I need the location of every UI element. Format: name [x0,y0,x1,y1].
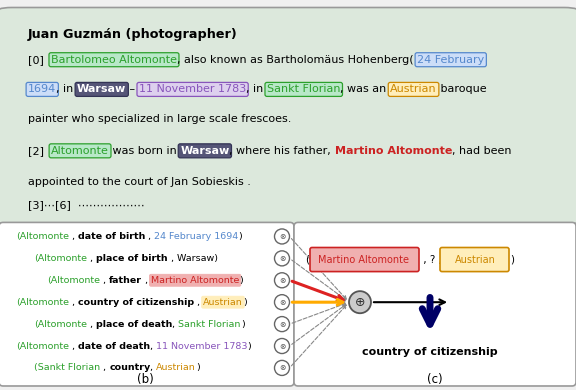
Text: painter who specialized in large scale frescoes.: painter who specialized in large scale f… [28,114,291,124]
Text: country of citizenship: country of citizenship [362,347,498,357]
Text: father: father [109,276,142,285]
Text: , was an: , was an [340,84,390,94]
Text: place of death: place of death [96,319,172,329]
Text: ,: , [87,319,96,329]
Text: , in: , in [56,84,77,94]
Text: ⊗: ⊗ [279,363,285,372]
Text: , also known as Bartholomäus Hohenberg(: , also known as Bartholomäus Hohenberg( [177,55,417,65]
Text: (Altomonte: (Altomonte [16,342,69,351]
Text: ,: , [100,276,109,285]
Text: Altomonte: Altomonte [51,146,109,156]
Text: was born in: was born in [109,146,180,156]
Text: ,: , [172,319,179,329]
Text: ⊗: ⊗ [279,342,285,351]
Text: appointed to the court of Jan Sobieskis .: appointed to the court of Jan Sobieskis … [28,177,251,186]
Text: ,: , [150,342,156,351]
Circle shape [275,251,290,266]
Circle shape [275,339,290,354]
Text: (Altomonte: (Altomonte [34,254,87,263]
Text: (Altomonte: (Altomonte [16,232,69,241]
Text: 1694: 1694 [28,84,56,94]
FancyBboxPatch shape [294,222,576,386]
Text: 24 February: 24 February [417,55,484,65]
Text: , in: , in [246,84,267,94]
Text: 11 November 1783: 11 November 1783 [156,342,248,351]
Text: ,: , [145,232,154,241]
Text: ): ) [196,363,200,372]
Text: Martino Altomonte: Martino Altomonte [335,146,452,156]
Text: ): ) [510,255,514,264]
Text: Bartolomeo Altomonte: Bartolomeo Altomonte [51,55,177,65]
Text: [2]: [2] [28,146,51,156]
Text: , where his father,: , where his father, [229,146,335,156]
Text: , Warsaw): , Warsaw) [168,254,218,263]
Text: ⊗: ⊗ [279,298,285,307]
Text: ⊗: ⊗ [279,276,285,285]
Circle shape [349,291,371,313]
Text: [0]: [0] [28,55,51,65]
Text: (c): (c) [427,373,443,386]
Text: Martino Altomonte: Martino Altomonte [319,255,410,264]
Text: ,: , [100,363,109,372]
Text: (a): (a) [280,231,296,244]
Text: ,: , [69,298,78,307]
Text: country: country [109,363,150,372]
Text: (b): (b) [137,373,153,386]
Text: ⊗: ⊗ [279,319,285,329]
Text: , ? ,: , ? , [420,255,442,264]
Text: place of birth: place of birth [96,254,168,263]
Text: country of citizenship: country of citizenship [78,298,194,307]
Text: date of birth: date of birth [78,232,145,241]
Text: ⊗: ⊗ [279,232,285,241]
Circle shape [275,295,290,310]
Text: (: ( [305,255,309,264]
Text: ,: , [87,254,96,263]
Text: ): ) [240,276,243,285]
Text: ): ) [241,319,244,329]
Text: ): ) [243,298,247,307]
Text: ⊗: ⊗ [279,254,285,263]
FancyBboxPatch shape [0,222,294,386]
Text: Martino Altomonte: Martino Altomonte [151,276,240,285]
Text: ,: , [150,363,156,372]
Text: , had been: , had been [452,146,511,156]
Circle shape [275,360,290,376]
Text: Austrian: Austrian [390,84,437,94]
Text: Juan Guzmán (photographer): Juan Guzmán (photographer) [28,28,238,41]
Text: Austrian: Austrian [156,363,196,372]
FancyBboxPatch shape [0,7,576,225]
Text: Warsaw: Warsaw [77,84,126,94]
Text: ): ) [238,232,242,241]
Text: (Altomonte: (Altomonte [47,276,100,285]
Text: 24 February 1694: 24 February 1694 [154,232,238,241]
Text: ,: , [69,342,78,351]
Text: Sankt Florian: Sankt Florian [267,84,340,94]
Text: ): ) [248,342,251,351]
Text: date of death: date of death [78,342,150,351]
Text: Warsaw: Warsaw [180,146,229,156]
FancyBboxPatch shape [310,248,419,271]
Text: ,: , [142,276,151,285]
Text: Austrian: Austrian [203,298,243,307]
Circle shape [275,317,290,332]
Circle shape [275,229,290,244]
FancyBboxPatch shape [440,248,509,271]
Text: [3]⋯[6]  ⋯⋯⋯⋯⋯⋯: [3]⋯[6] ⋯⋯⋯⋯⋯⋯ [28,200,145,210]
Text: (Altomonte: (Altomonte [16,298,69,307]
Text: ,: , [194,298,203,307]
Text: Sankt Florian: Sankt Florian [179,319,241,329]
Text: baroque: baroque [437,84,487,94]
Text: (Altomonte: (Altomonte [34,319,87,329]
Text: Austrian: Austrian [454,255,495,264]
Text: ⊕: ⊕ [355,296,365,309]
Text: –: – [126,84,139,94]
Text: 11 November 1783: 11 November 1783 [139,84,246,94]
Text: ,: , [69,232,78,241]
Text: (Sankt Florian: (Sankt Florian [34,363,100,372]
Circle shape [275,273,290,288]
